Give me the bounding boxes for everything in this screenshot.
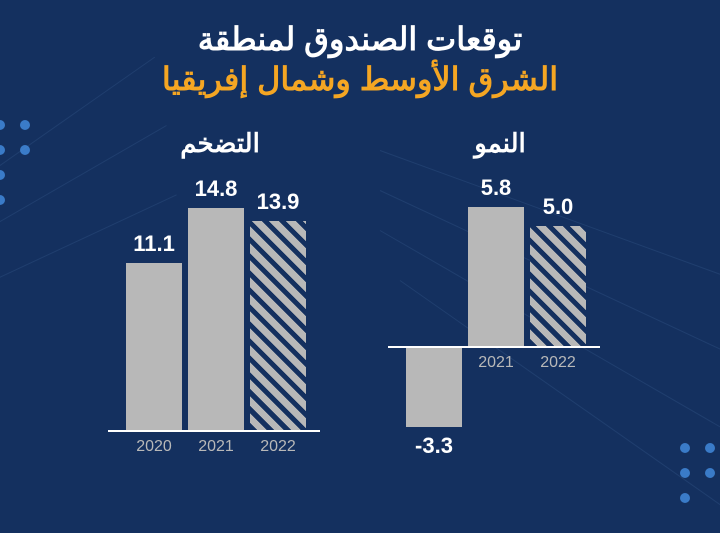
inflation-bar-2020: 11.1 [126, 231, 182, 430]
growth-value-2021: 5.8 [481, 175, 512, 201]
charts-container: النمو 3.3- 2020 5.8 2021 5.0 2022 [0, 128, 720, 464]
title-block: توقعات الصندوق لمنطقة الشرق الأوسط وشمال… [0, 0, 720, 98]
inflation-xlabel-2020: 2020 [126, 438, 182, 456]
growth-value-2022: 5.0 [543, 194, 574, 220]
growth-bar-2021: 5.8 [468, 175, 524, 346]
title-line-2: الشرق الأوسط وشمال إفريقيا [0, 60, 720, 98]
inflation-baseline [108, 430, 320, 432]
inflation-chart-title: التضخم [180, 128, 260, 159]
inflation-xlabel-2022: 2022 [250, 438, 306, 456]
growth-xlabel-2022: 2022 [530, 354, 586, 372]
inflation-value-2022: 13.9 [257, 189, 300, 215]
inflation-value-2021: 14.8 [195, 176, 238, 202]
title-line-1: توقعات الصندوق لمنطقة [0, 20, 720, 58]
bar [126, 263, 182, 430]
inflation-xlabel-2021: 2021 [188, 438, 244, 456]
inflation-bar-2021: 14.8 [188, 176, 244, 430]
bar [188, 208, 244, 430]
inflation-value-2020: 11.1 [133, 231, 175, 257]
growth-bar-2022: 5.0 [530, 194, 586, 346]
growth-xlabel-2020: 2020 [406, 354, 462, 372]
bar [250, 221, 306, 430]
growth-chart-title: النمو [474, 128, 525, 159]
growth-xlabel-2021: 2021 [468, 354, 524, 372]
bar [530, 226, 586, 346]
growth-chart: النمو 3.3- 2020 5.8 2021 5.0 2022 [400, 128, 600, 464]
bar [468, 207, 524, 346]
inflation-chart: التضخم 11.1 14.8 13.9 2020 2021 2022 [120, 128, 320, 464]
inflation-bar-2022: 13.9 [250, 189, 306, 430]
growth-value-2020: 3.3- [415, 433, 453, 459]
